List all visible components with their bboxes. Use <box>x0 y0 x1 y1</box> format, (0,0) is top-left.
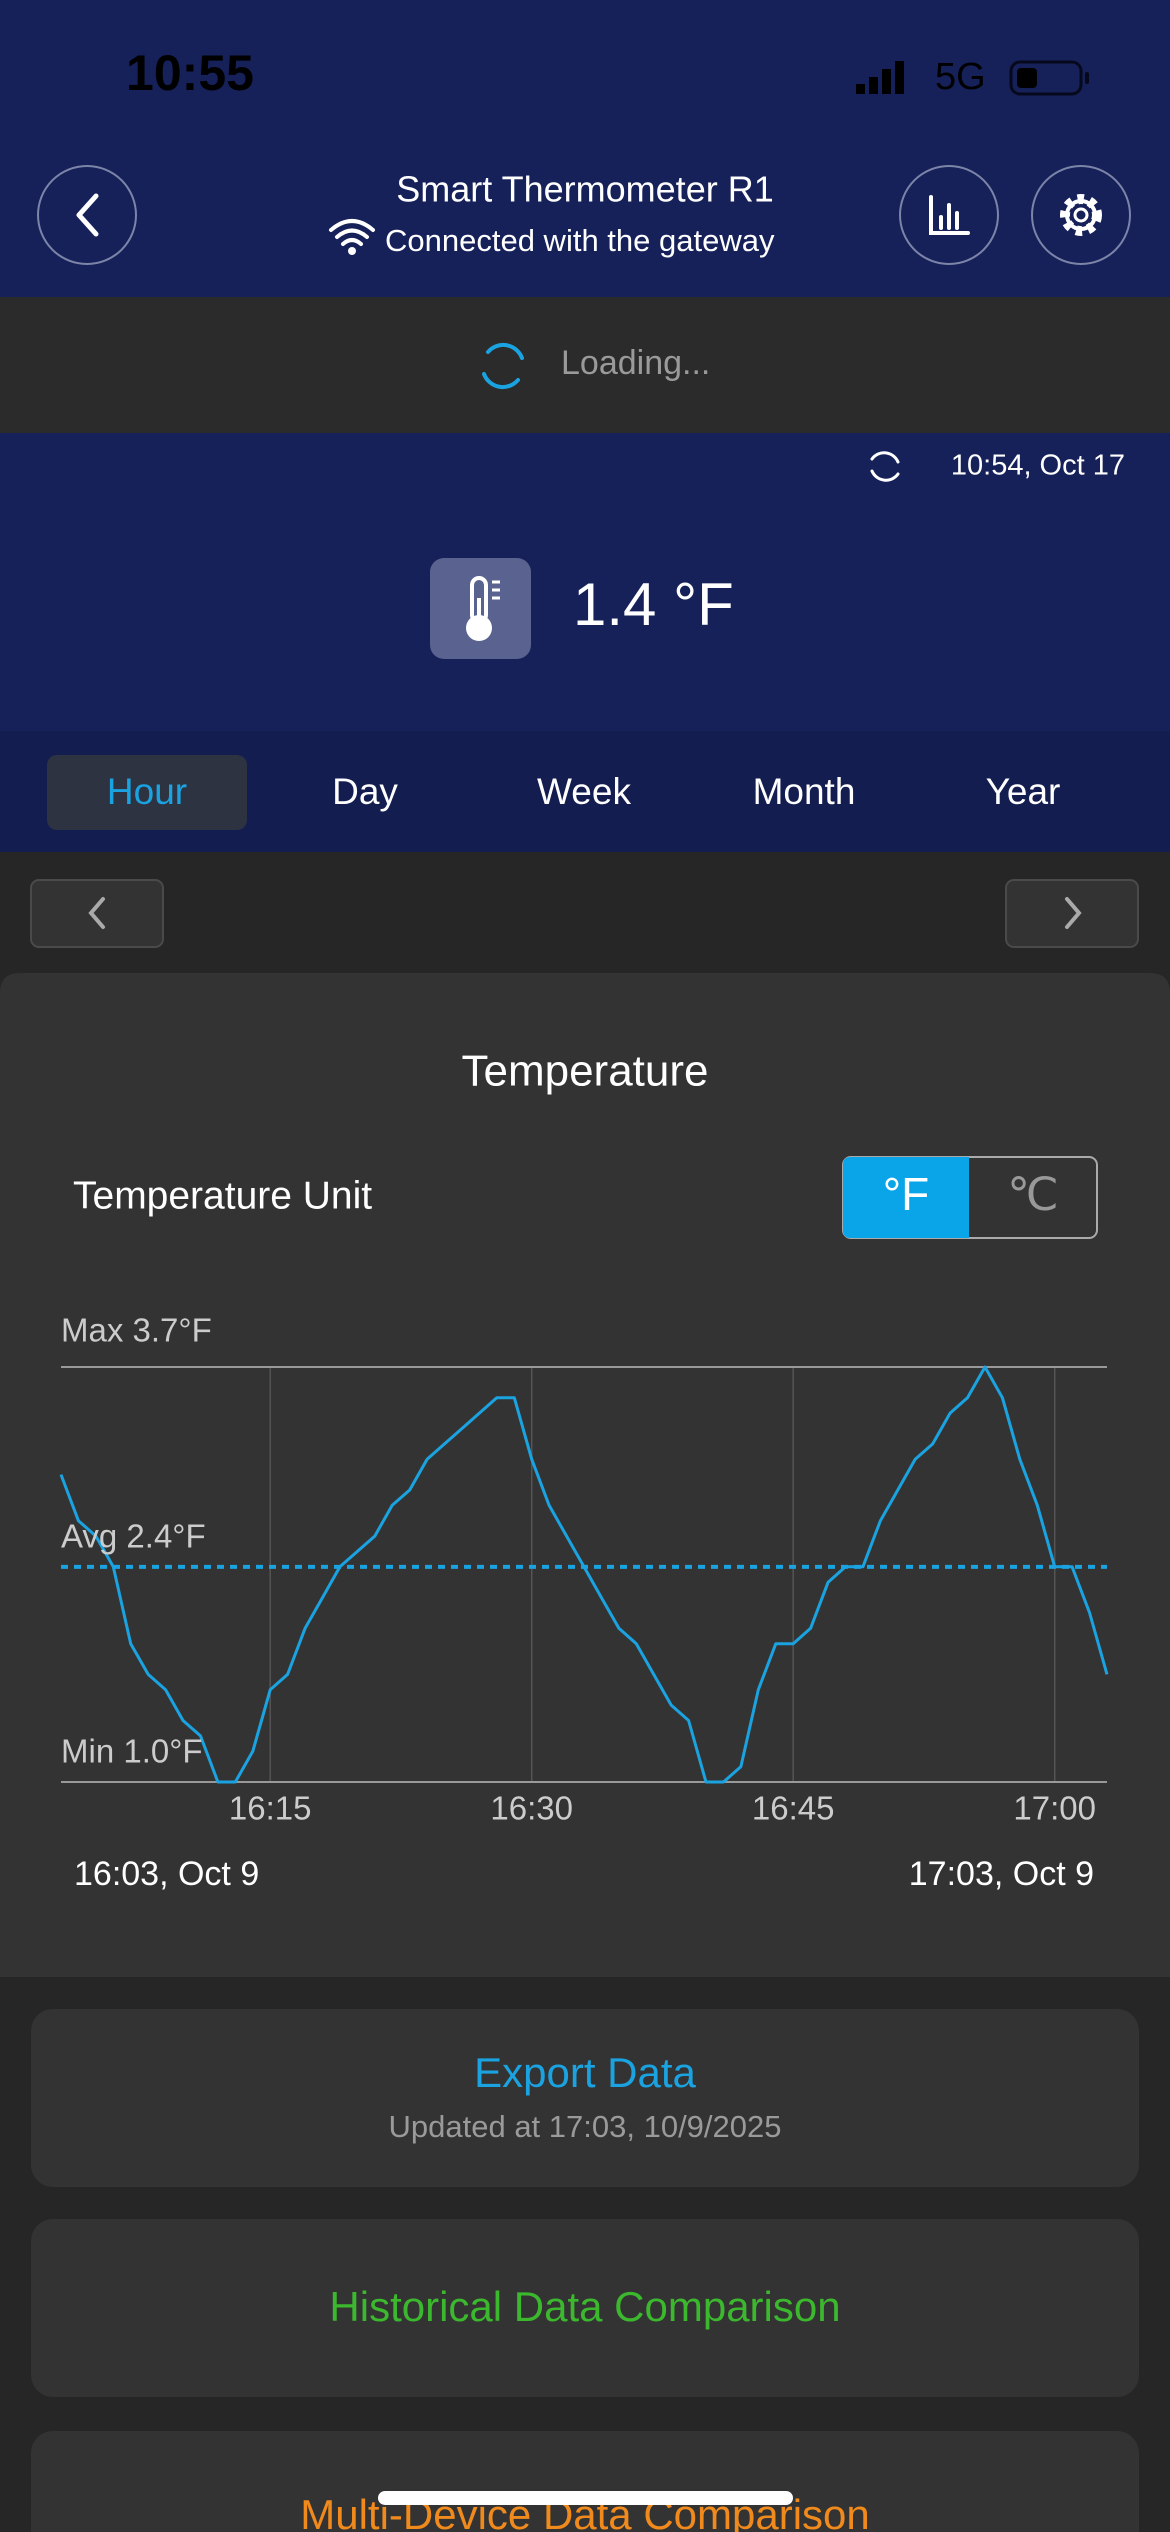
tab-selected-bg <box>47 755 247 830</box>
range-end: 17:03, Oct 9 <box>909 1855 1094 1893</box>
unit-option[interactable]: °F <box>883 1168 930 1220</box>
reading-panel <box>0 433 1170 731</box>
temperature-line <box>59 1365 1109 1784</box>
status-network: 5G <box>935 56 986 98</box>
chart-title: Temperature <box>461 1047 708 1096</box>
unit-option[interactable]: ℃ <box>1007 1168 1059 1220</box>
export-button[interactable] <box>31 2009 1139 2187</box>
back-button[interactable] <box>37 165 137 265</box>
last-update: 10:54, Oct 17 <box>951 450 1125 482</box>
tab[interactable]: Year <box>986 771 1061 812</box>
status-time: 10:55 <box>126 45 254 101</box>
settings-button[interactable] <box>1031 165 1131 265</box>
export-subtitle: Updated at 17:03, 10/9/2025 <box>389 2109 782 2144</box>
sync-icon <box>870 451 900 482</box>
multi-button[interactable] <box>31 2431 1139 2532</box>
tab[interactable]: Week <box>537 771 631 812</box>
range-start: 16:03, Oct 9 <box>74 1855 259 1893</box>
connection-status: Connected with the gateway <box>385 223 775 258</box>
home-indicator <box>378 2491 793 2505</box>
chart-card <box>0 973 1170 1977</box>
x-tick-label: 17:00 <box>1013 1790 1096 1827</box>
unit-label: Temperature Unit <box>73 1174 372 1217</box>
reference-label: Avg 2.4°F <box>61 1518 206 1555</box>
historical-title: Historical Data Comparison <box>329 2283 840 2330</box>
wifi-icon <box>329 219 375 255</box>
current-reading: 1.4 °F <box>573 571 734 638</box>
x-tick-label: 16:15 <box>229 1790 312 1827</box>
loading-text: Loading... <box>561 344 710 382</box>
thermometer-icon <box>466 576 500 641</box>
historical-button[interactable] <box>31 2219 1139 2397</box>
tab[interactable]: Hour <box>107 771 187 812</box>
tab[interactable]: Day <box>332 771 398 812</box>
loading-spinner <box>482 342 524 390</box>
tab[interactable]: Month <box>753 771 856 812</box>
reference-label: Max 3.7°F <box>61 1312 212 1349</box>
export-title: Export Data <box>474 2049 696 2096</box>
x-tick-label: 16:30 <box>490 1790 573 1827</box>
loading-bar <box>0 297 1170 433</box>
stats-button[interactable] <box>899 165 999 265</box>
battery-icon <box>1009 60 1089 96</box>
prev-button[interactable] <box>30 879 164 948</box>
device-title: Smart Thermometer R1 <box>396 169 773 210</box>
header-bg <box>0 0 1170 297</box>
unit-selected <box>843 1157 969 1238</box>
signal-icon <box>856 61 904 94</box>
reference-label: Min 1.0°F <box>61 1733 203 1770</box>
next-button[interactable] <box>1005 879 1139 948</box>
x-tick-label: 16:45 <box>752 1790 835 1827</box>
nav-bar <box>0 852 1170 973</box>
